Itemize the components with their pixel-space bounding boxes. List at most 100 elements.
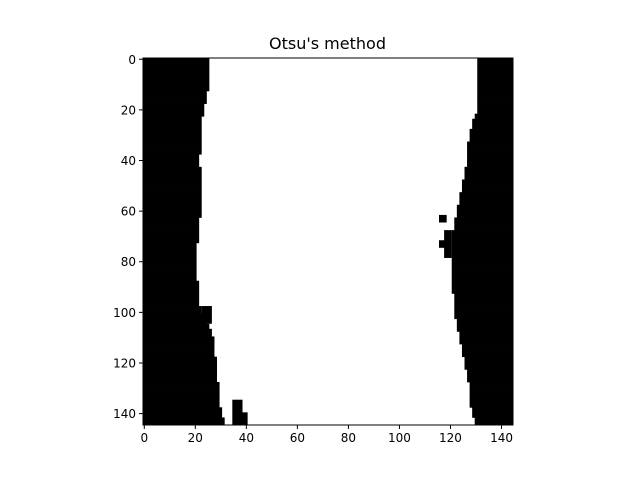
left-dark-row bbox=[143, 366, 217, 370]
right-dark-row bbox=[464, 364, 513, 368]
dark-blob bbox=[439, 214, 447, 223]
right-dark-row bbox=[456, 318, 513, 322]
left-dark-row bbox=[143, 364, 217, 368]
right-dark-row bbox=[469, 138, 513, 142]
right-dark-row bbox=[474, 422, 513, 426]
right-dark-row bbox=[477, 88, 513, 92]
x-tick-label: 0 bbox=[140, 431, 148, 445]
right-dark-row bbox=[461, 344, 513, 347]
right-dark-row bbox=[454, 300, 513, 304]
left-dark-row bbox=[143, 93, 207, 97]
left-dark-row bbox=[143, 88, 210, 92]
left-dark-row bbox=[143, 278, 197, 282]
right-dark-row bbox=[464, 176, 513, 180]
right-dark-row bbox=[469, 404, 513, 408]
left-dark-row bbox=[143, 371, 217, 375]
y-tick-label: 40 bbox=[121, 154, 136, 168]
left-dark-row bbox=[143, 123, 202, 127]
x-tick-label: 120 bbox=[439, 431, 462, 445]
right-dark-row bbox=[451, 252, 513, 256]
left-dark-row bbox=[143, 263, 197, 266]
right-dark-row bbox=[472, 121, 513, 125]
dark-blob bbox=[439, 240, 447, 248]
left-dark-row bbox=[143, 399, 220, 403]
left-dark-row bbox=[143, 250, 197, 254]
right-dark-row bbox=[467, 146, 513, 150]
right-dark-row bbox=[477, 65, 513, 69]
right-dark-row bbox=[454, 303, 513, 307]
right-dark-row bbox=[451, 242, 513, 246]
right-dark-row bbox=[474, 116, 513, 120]
right-dark-row bbox=[467, 379, 513, 383]
left-dark-row bbox=[143, 179, 202, 183]
left-dark-row bbox=[143, 106, 205, 110]
right-dark-row bbox=[451, 288, 513, 292]
left-dark-row bbox=[143, 311, 202, 315]
right-dark-row bbox=[451, 278, 513, 282]
right-dark-row bbox=[474, 417, 513, 421]
right-dark-row bbox=[456, 212, 513, 216]
right-dark-row bbox=[477, 58, 513, 61]
chart-title: Otsu's method bbox=[269, 34, 386, 53]
right-dark-row bbox=[451, 285, 513, 289]
right-dark-row bbox=[451, 230, 513, 234]
right-dark-row bbox=[451, 283, 513, 287]
left-dark-row bbox=[143, 338, 215, 342]
right-dark-row bbox=[456, 323, 513, 327]
right-dark-row bbox=[467, 371, 513, 375]
right-dark-row bbox=[451, 280, 513, 284]
left-dark-row bbox=[143, 58, 210, 61]
right-dark-row bbox=[456, 321, 513, 325]
right-dark-row bbox=[456, 207, 513, 211]
left-dark-row bbox=[143, 171, 202, 175]
right-dark-row bbox=[472, 414, 513, 418]
right-dark-row bbox=[461, 182, 513, 185]
right-dark-row bbox=[477, 78, 513, 82]
right-dark-row bbox=[459, 194, 513, 198]
left-dark-row bbox=[143, 83, 210, 87]
right-dark-row bbox=[464, 359, 513, 363]
left-dark-row bbox=[143, 331, 212, 335]
right-dark-row bbox=[474, 419, 513, 423]
left-dark-row bbox=[143, 222, 200, 226]
right-dark-row bbox=[477, 85, 513, 89]
y-tick-label: 100 bbox=[113, 306, 136, 320]
right-dark-row bbox=[461, 346, 513, 350]
right-dark-row bbox=[451, 260, 513, 264]
right-dark-row bbox=[469, 133, 513, 137]
left-dark-row bbox=[143, 101, 207, 104]
left-dark-row bbox=[143, 240, 200, 244]
left-dark-row bbox=[143, 151, 202, 155]
left-dark-row bbox=[143, 242, 197, 246]
right-dark-row bbox=[467, 156, 513, 160]
left-dark-row bbox=[143, 217, 200, 221]
right-dark-row bbox=[451, 235, 513, 239]
right-dark-row bbox=[461, 349, 513, 352]
left-dark-row bbox=[143, 182, 202, 185]
right-dark-row bbox=[461, 184, 513, 188]
left-dark-row bbox=[143, 265, 197, 269]
left-dark-row bbox=[143, 285, 200, 289]
right-dark-row bbox=[459, 333, 513, 337]
left-dark-row bbox=[143, 73, 210, 77]
left-dark-row bbox=[143, 174, 202, 178]
right-dark-row bbox=[454, 222, 513, 226]
right-dark-row bbox=[464, 171, 513, 175]
right-dark-row bbox=[451, 275, 513, 279]
right-dark-row bbox=[467, 141, 513, 145]
left-dark-row bbox=[143, 422, 225, 426]
right-dark-row bbox=[467, 159, 513, 163]
left-dark-row bbox=[143, 384, 220, 388]
right-dark-row bbox=[467, 144, 513, 147]
right-dark-row bbox=[464, 169, 513, 173]
right-dark-row bbox=[467, 376, 513, 380]
right-dark-row bbox=[477, 93, 513, 97]
left-dark-row bbox=[143, 321, 207, 325]
left-dark-row bbox=[143, 404, 220, 408]
left-dark-row bbox=[143, 414, 223, 418]
right-dark-row bbox=[451, 270, 513, 274]
right-dark-row bbox=[454, 313, 513, 317]
left-dark-row bbox=[143, 369, 217, 373]
dark-blob bbox=[444, 230, 452, 258]
left-dark-row bbox=[143, 333, 212, 337]
